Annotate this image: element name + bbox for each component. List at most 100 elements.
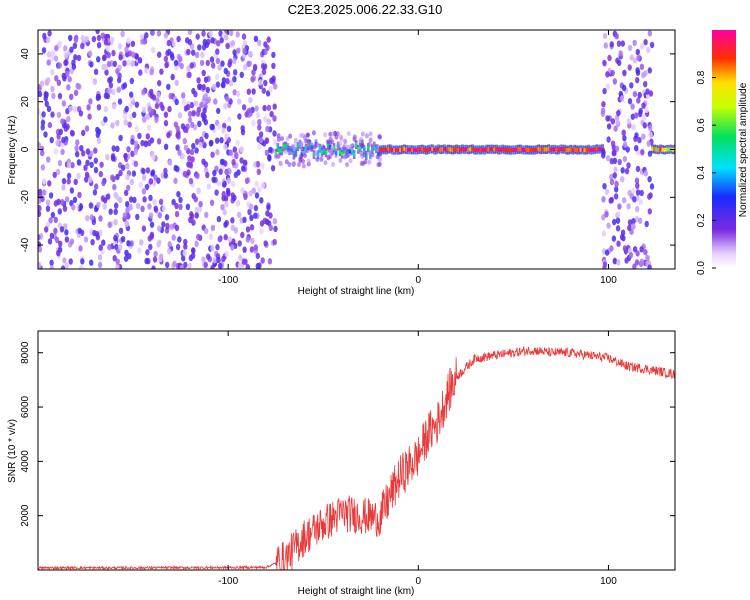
- y-tick-label: 20: [20, 96, 31, 108]
- heatmap-cell: [224, 168, 229, 176]
- heatmap-cell: [93, 68, 99, 76]
- heatmap-cell: [126, 146, 131, 153]
- heatmap-cell: [226, 125, 232, 132]
- heatmap-cell: [613, 166, 618, 173]
- heatmap-cell: [65, 70, 70, 78]
- heatmap-cell: [622, 245, 628, 252]
- heatmap-cell: [661, 147, 664, 152]
- heatmap-cell: [98, 215, 103, 222]
- heatmap-cell: [167, 105, 172, 113]
- heatmap-cell: [211, 83, 217, 91]
- heatmap-cell: [331, 161, 336, 167]
- heatmap-cell: [367, 150, 372, 156]
- heatmap-cell: [612, 149, 617, 156]
- heatmap-cell: [276, 133, 281, 139]
- heatmap-cell: [131, 51, 136, 58]
- heatmap-cell: [97, 254, 103, 261]
- heatmap-cell: [254, 180, 259, 187]
- heatmap-cell: [293, 137, 298, 143]
- heatmap-cell: [206, 253, 211, 260]
- heatmap-cell: [509, 148, 512, 153]
- heatmap-cell: [149, 221, 155, 228]
- heatmap-cell: [391, 148, 394, 152]
- heatmap-cell: [209, 56, 215, 63]
- heatmap-cell: [217, 236, 222, 243]
- heatmap-cell: [133, 160, 139, 168]
- heatmap-cell: [95, 30, 100, 35]
- heatmap-cell: [263, 41, 268, 48]
- heatmap-cell: [103, 197, 108, 204]
- heatmap-cell: [362, 152, 367, 158]
- heatmap-cell: [280, 148, 284, 153]
- heatmap-cell: [103, 116, 108, 123]
- heatmap-cell: [170, 54, 175, 61]
- heatmap-cell: [53, 148, 59, 155]
- heatmap-cell: [133, 140, 139, 147]
- heatmap-cell: [175, 165, 180, 172]
- heatmap-cell: [88, 50, 93, 57]
- heatmap-cell: [114, 202, 119, 209]
- heatmap-cell: [68, 258, 73, 265]
- heatmap-cell: [215, 81, 221, 88]
- heatmap-cell: [115, 263, 120, 269]
- heatmap-cell: [118, 169, 123, 177]
- heatmap-cell: [56, 79, 62, 87]
- heatmap-cell: [495, 147, 498, 152]
- heatmap-cell: [139, 33, 145, 40]
- heatmap-cell: [78, 245, 83, 252]
- heatmap-cell: [315, 142, 320, 148]
- heatmap-cell: [196, 187, 201, 194]
- heatmap-cell: [185, 203, 191, 210]
- heatmap-cell: [657, 147, 660, 152]
- heatmap-cell: [68, 105, 73, 113]
- heatmap-cell: [513, 148, 516, 153]
- heatmap-cell: [107, 244, 112, 251]
- heatmap-cell: [159, 101, 164, 109]
- heatmap-cell: [604, 188, 610, 195]
- heatmap-cell: [155, 97, 160, 104]
- colorbar-label: Normalized spectral amplitude: [738, 82, 749, 217]
- heatmap-cell: [203, 92, 209, 100]
- heatmap-cell: [503, 147, 506, 152]
- heatmap-cell: [579, 147, 583, 152]
- heatmap-cell: [38, 90, 43, 98]
- heatmap-cell: [78, 110, 84, 117]
- heatmap-cell: [167, 241, 172, 248]
- heatmap-cell: [85, 215, 90, 222]
- heatmap-cell: [113, 219, 118, 226]
- heatmap-cell: [293, 152, 298, 158]
- heatmap-cell: [575, 148, 579, 152]
- heatmap-cell: [235, 31, 240, 38]
- heatmap-cell: [112, 60, 118, 68]
- heatmap-cell: [620, 167, 625, 174]
- heatmap-cell: [69, 187, 75, 194]
- heatmap-cell: [313, 150, 318, 156]
- heatmap-cell: [603, 42, 608, 49]
- heatmap-cell: [348, 149, 352, 154]
- heatmap-cell: [612, 258, 618, 265]
- heatmap-cell: [163, 55, 169, 63]
- heatmap-cell: [38, 210, 42, 217]
- heatmap-cell: [150, 30, 155, 36]
- heatmap-cell: [561, 147, 565, 152]
- heatmap-cell: [45, 199, 51, 206]
- heatmap-cell: [212, 169, 217, 177]
- snr-marks: [38, 345, 675, 570]
- heatmap-cell: [225, 95, 230, 102]
- heatmap-cell: [182, 170, 188, 178]
- heatmap-cell: [222, 209, 227, 216]
- heatmap-region-3: [600, 30, 655, 269]
- heatmap-cell: [272, 130, 277, 137]
- heatmap-cell: [69, 238, 75, 245]
- heatmap-cell: [206, 96, 211, 104]
- spectrogram-panel: -100 0 100 -40 -20 0 20 40 Height of straight l…: [7, 29, 676, 297]
- heatmap-cell: [174, 202, 179, 210]
- heatmap-cell: [89, 259, 94, 266]
- heatmap-cell: [663, 148, 666, 153]
- heatmap-cell: [123, 152, 128, 160]
- heatmap-cell: [251, 69, 256, 76]
- heatmap-cell: [103, 39, 109, 46]
- heatmap-cell: [359, 150, 364, 156]
- heatmap-cell: [41, 111, 46, 118]
- heatmap-cell: [469, 147, 472, 152]
